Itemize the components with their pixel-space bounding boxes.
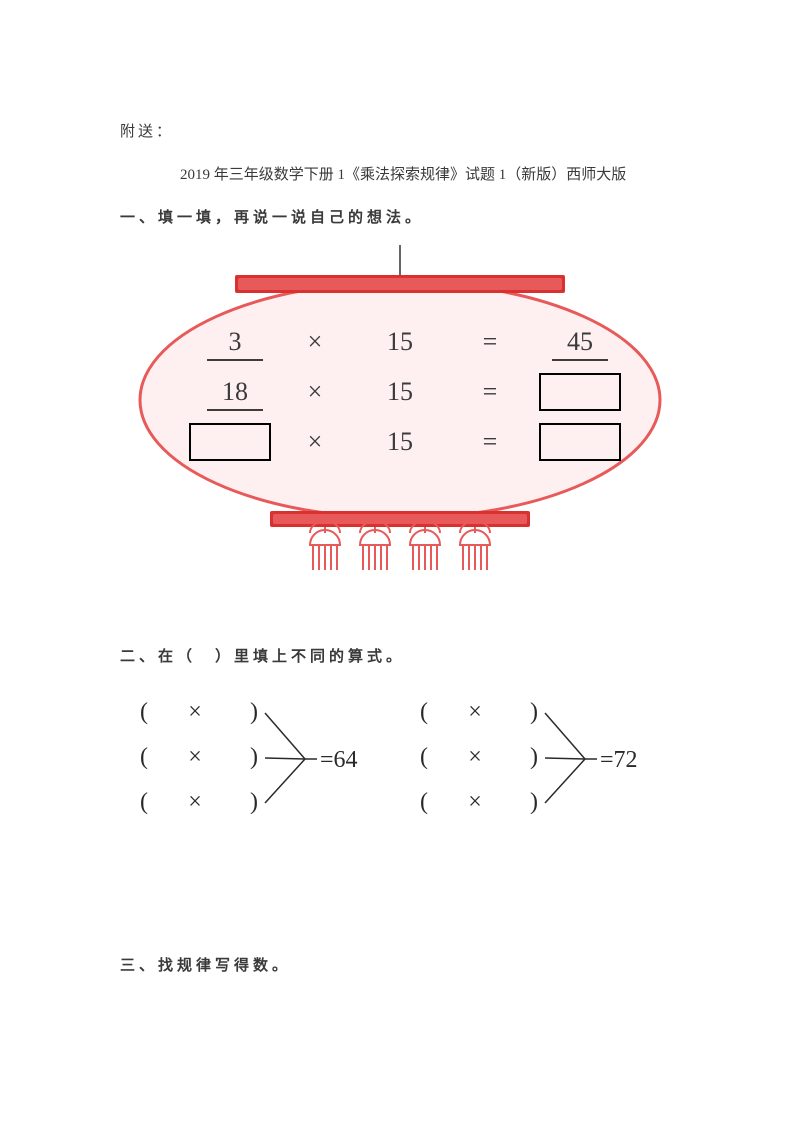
paren-open: ( bbox=[140, 699, 148, 725]
paren-open: ( bbox=[420, 699, 428, 725]
paren-open: ( bbox=[420, 744, 428, 770]
section2-title: 二、在（ ）里填上不同的算式。 bbox=[120, 645, 680, 666]
paren-close: ) bbox=[530, 789, 538, 815]
converge-line bbox=[545, 759, 585, 803]
eq-sign: = bbox=[483, 377, 498, 406]
paren-close: ) bbox=[530, 699, 538, 725]
eq-sign: = bbox=[483, 427, 498, 456]
lantern-top-bar-inner bbox=[238, 278, 562, 290]
paren-close: ) bbox=[530, 744, 538, 770]
mult-op: × bbox=[308, 327, 323, 356]
result-text: =72 bbox=[600, 747, 638, 773]
lantern-bottom-bar-inner bbox=[273, 514, 527, 524]
equation-num: 45 bbox=[567, 327, 593, 356]
mult-op: × bbox=[188, 699, 202, 725]
bracket-groups: ( ×) ( ×) ( ×) =64 ( ×) ( ×) ( ×) =72 bbox=[140, 699, 638, 815]
lantern-tassels bbox=[310, 521, 490, 570]
equation-num: 18 bbox=[222, 377, 248, 406]
header-attach: 附送： bbox=[120, 120, 680, 141]
paren-open: ( bbox=[420, 789, 428, 815]
converge-line bbox=[265, 759, 305, 803]
converge-line bbox=[545, 758, 585, 759]
mult-op: × bbox=[308, 377, 323, 406]
bracket-equations: ( ×) ( ×) ( ×) =64 ( ×) ( ×) ( ×) =72 bbox=[120, 684, 680, 844]
result-text: =64 bbox=[320, 747, 358, 773]
section1-title: 一、填一填，再说一说自己的想法。 bbox=[120, 206, 680, 227]
mult-op: × bbox=[468, 699, 482, 725]
paren-close: ) bbox=[250, 699, 258, 725]
mult-op: × bbox=[468, 789, 482, 815]
document-title: 2019 年三年级数学下册 1《乘法探索规律》试题 1（新版）西师大版 bbox=[120, 163, 680, 184]
converge-line bbox=[545, 713, 585, 759]
bracket-svg: ( ×) ( ×) ( ×) =64 ( ×) ( ×) ( ×) =72 bbox=[120, 684, 680, 844]
section3-title: 三、找规律写得数。 bbox=[120, 954, 680, 975]
converge-line bbox=[265, 713, 305, 759]
equation-num: 3 bbox=[229, 327, 242, 356]
mult-op: × bbox=[308, 427, 323, 456]
equation-num: 15 bbox=[387, 377, 413, 406]
mult-op: × bbox=[188, 789, 202, 815]
paren-close: ) bbox=[250, 789, 258, 815]
converge-line bbox=[265, 758, 305, 759]
lantern-figure: 3 × 15 = 45 18 × 15 = × 15 = bbox=[120, 245, 680, 605]
mult-op: × bbox=[468, 744, 482, 770]
lantern-svg: 3 × 15 = 45 18 × 15 = × 15 = bbox=[120, 245, 680, 605]
equation-num: 15 bbox=[387, 427, 413, 456]
eq-sign: = bbox=[483, 327, 498, 356]
equation-num: 15 bbox=[387, 327, 413, 356]
paren-open: ( bbox=[140, 789, 148, 815]
paren-open: ( bbox=[140, 744, 148, 770]
mult-op: × bbox=[188, 744, 202, 770]
paren-close: ) bbox=[250, 744, 258, 770]
